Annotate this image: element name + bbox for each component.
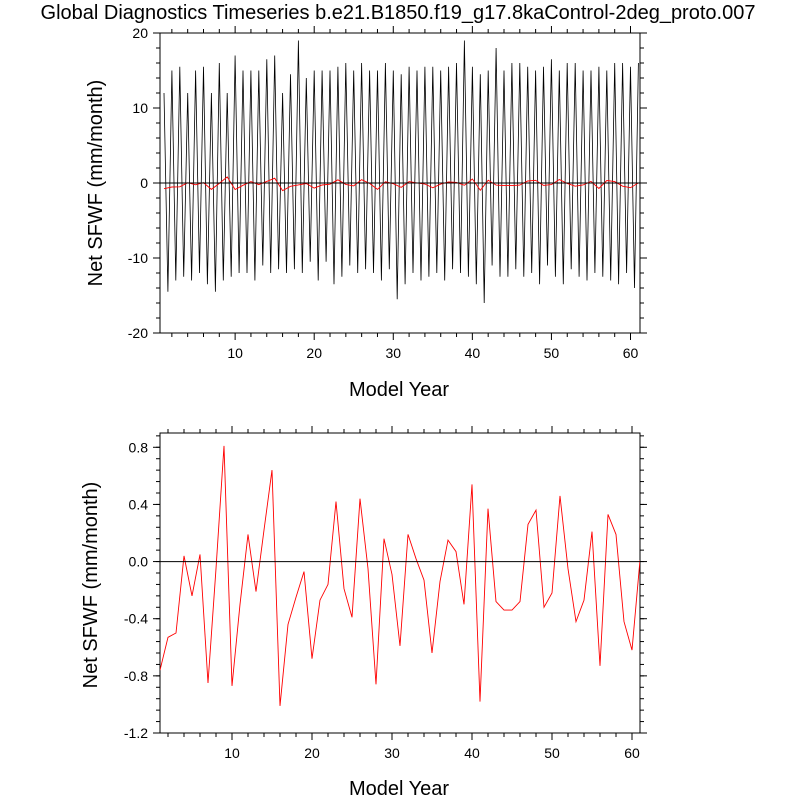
figure-title: Global Diagnostics Timeseries b.e21.B185…	[41, 2, 756, 24]
top-series-line-annual	[163, 176, 639, 192]
top-y-tick-label: -20	[128, 325, 148, 341]
top-y-tick-label: -10	[128, 250, 148, 266]
top-x-tick-label: 10	[227, 345, 243, 361]
bottom-x-tick-label: 30	[384, 745, 400, 761]
bottom-plot-frame	[159, 432, 641, 734]
bottom-x-tick-label: 20	[304, 745, 320, 761]
bottom-x-tick-label: 60	[624, 745, 640, 761]
top-x-tick-label: 60	[623, 345, 639, 361]
top-x-tick-label: 30	[385, 345, 401, 361]
bottom-y-tick-label: -0.8	[124, 668, 148, 684]
bottom-y-tick-label: -0.4	[124, 611, 148, 627]
top-x-axis-label: Model Year	[349, 379, 449, 401]
bottom-x-tick-label: 50	[544, 745, 560, 761]
top-y-axis-label: Net SFWF (mm/month)	[85, 80, 107, 287]
bottom-y-axis-label: Net SFWF (mm/month)	[80, 482, 102, 689]
top-x-tick-label: 40	[465, 345, 481, 361]
bottom-x-tick-label: 10	[224, 745, 240, 761]
bottom-y-tick-label: 0.4	[129, 496, 149, 512]
bottom-y-tick-label: -1.2	[124, 725, 148, 741]
top-series-line-monthly	[163, 40, 639, 304]
bottom-chart-panel: Model Year Net SFWF (mm/month) 10 20 30 40 5…	[80, 426, 647, 800]
top-y-tick-label: 20	[132, 25, 148, 41]
top-x-tick-label: 50	[544, 345, 560, 361]
bottom-x-tick-label: 40	[464, 745, 480, 761]
bottom-x-axis-label: Model Year	[349, 778, 449, 800]
bottom-y-tick-label: 0.8	[129, 439, 149, 455]
top-y-tick-label: 10	[132, 100, 148, 116]
bottom-series-line-annual	[160, 445, 640, 706]
top-x-tick-label: 20	[306, 345, 322, 361]
top-chart-panel: Model Year Net SFWF (mm/month) 10 20 30 40 5…	[85, 25, 647, 401]
top-y-tick-label: 0	[140, 175, 148, 191]
bottom-y-tick-label: 0.0	[129, 554, 149, 570]
